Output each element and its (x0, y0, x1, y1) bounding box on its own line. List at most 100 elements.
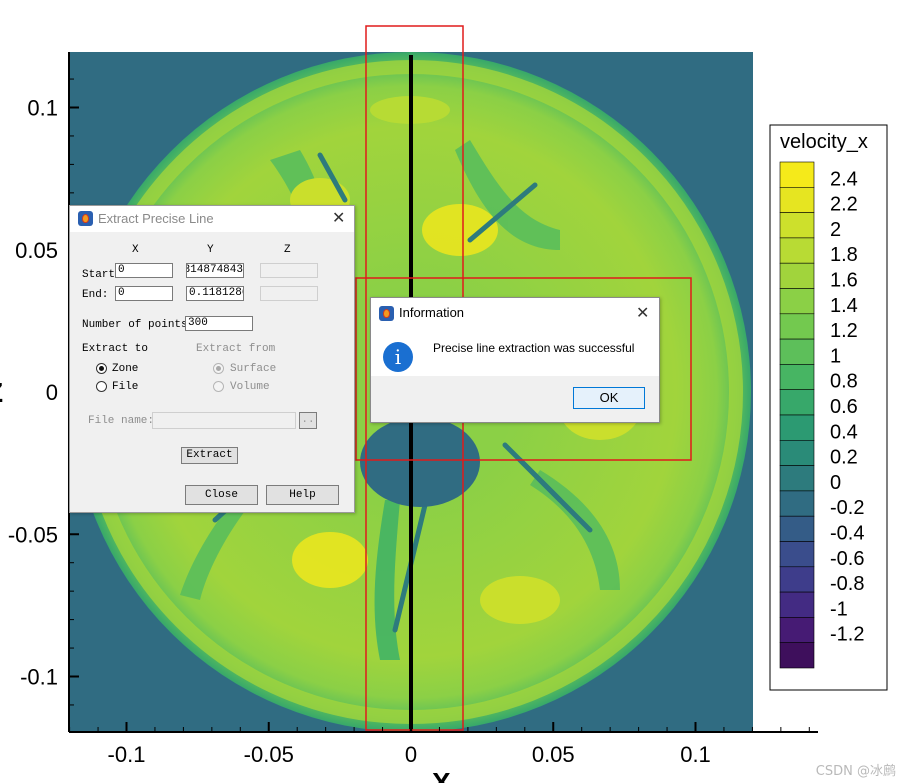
x-axis-ticks: -0.1 -0.05 0 0.05 0.1 (69, 722, 810, 767)
colorbar-swatch (779, 591, 815, 618)
colorbar-title: velocity_x (780, 131, 868, 153)
colorbar-label: 1.6 (830, 270, 858, 292)
colorbar-label: -1 (830, 598, 848, 620)
colorbar-label: 1.4 (830, 295, 858, 317)
file-radio-label: File (112, 381, 139, 393)
volume-radio (213, 381, 224, 392)
colorbar-swatch (779, 439, 815, 466)
zone-radio-label: Zone (112, 363, 139, 375)
x-axis-label: X (432, 767, 451, 783)
number-of-points-field[interactable]: 300 (185, 316, 253, 331)
y-tick-label: -0.05 (8, 522, 58, 547)
help-button[interactable]: Help (266, 485, 339, 505)
end-z-field (260, 286, 318, 301)
close-button[interactable]: Close (185, 485, 258, 505)
x-tick-label: -0.1 (108, 742, 146, 767)
colorbar-swatch (779, 566, 815, 593)
extract-precise-line-dialog: Extract Precise Line ✕ X Y Z Start 0 314… (69, 205, 355, 513)
start-label: Start (82, 269, 116, 281)
start-x-field[interactable]: 0 (115, 263, 173, 278)
info-titlebar[interactable]: Information ✕ (371, 298, 659, 328)
colorbar-swatch (779, 187, 815, 213)
colorbar-label: 1.2 (830, 320, 858, 342)
start-y-field[interactable]: 314874843 (186, 263, 244, 278)
hub-region (360, 417, 480, 507)
volume-radio-label: Volume (230, 381, 270, 393)
close-icon[interactable]: ✕ (332, 208, 346, 227)
y-axis-label: Z (0, 377, 3, 408)
dialog-titlebar[interactable]: Extract Precise Line ✕ (70, 206, 354, 232)
colorbar-swatch (779, 212, 815, 239)
information-dialog: Information ✕ i Precise line extraction … (370, 297, 660, 423)
colorbar-label: 2.4 (830, 168, 858, 190)
colorbar-swatch (779, 313, 815, 340)
colorbar-legend: velocity_x 2.4 2.2 2 1.8 1.6 1.4 1.2 1 0.8 0.6 0.4… (769, 124, 888, 691)
browse-button: .. (299, 412, 317, 429)
y-tick-label: 0 (46, 380, 58, 405)
colorbar-label: 0.4 (830, 421, 858, 443)
colorbar-label: -0.4 (830, 523, 864, 545)
end-y-field[interactable]: 0.1181286 (186, 286, 244, 301)
colorbar-swatch (779, 161, 815, 188)
x-tick-label: 0.05 (532, 742, 575, 767)
colorbar-label: -0.8 (830, 573, 864, 595)
app-logo-icon (379, 306, 394, 321)
colorbar-label: 1.8 (830, 244, 858, 266)
colorbar-label: 0.2 (830, 447, 858, 469)
colorbar-label: 0.8 (830, 371, 858, 393)
colorbar-label: 0.6 (830, 396, 858, 418)
colorbar-swatch (779, 288, 815, 315)
colorbar-swatch (779, 237, 815, 264)
x-tick-label: 0.1 (680, 742, 711, 767)
y-tick-label: -0.1 (20, 665, 58, 690)
app-logo-icon (78, 211, 93, 226)
file-name-field (152, 412, 296, 429)
colorbar-swatch (779, 541, 815, 568)
column-x-header: X (132, 244, 139, 256)
number-of-points-label: Number of points: (82, 319, 195, 331)
file-name-label: File name: (88, 415, 155, 427)
colorbar-label: 1 (830, 345, 841, 367)
surface-radio-label: Surface (230, 363, 277, 375)
info-message: Precise line extraction was successful (433, 341, 635, 355)
end-x-field[interactable]: 0 (115, 286, 173, 301)
end-label: End: (82, 289, 109, 301)
file-radio[interactable] (96, 381, 107, 392)
colorbar-label: 0 (830, 472, 841, 494)
colorbar-label: 2 (830, 219, 841, 241)
colorbar-swatch (779, 617, 815, 644)
colorbar-swatch (779, 642, 815, 669)
close-icon[interactable]: ✕ (636, 303, 650, 322)
colorbar-swatch (779, 465, 815, 492)
colorbar-swatch (779, 364, 815, 390)
extract-button[interactable]: Extract (181, 447, 238, 464)
zone-radio[interactable] (96, 363, 107, 374)
column-z-header: Z (284, 244, 291, 256)
x-tick-label: 0 (405, 742, 417, 767)
info-title: Information (399, 305, 465, 320)
colorbar-label: -0.6 (830, 548, 864, 570)
watermark: CSDN @冰鹧 (815, 764, 896, 779)
colorbar-swatch (779, 414, 815, 441)
dialog-title: Extract Precise Line (98, 211, 214, 226)
colorbar-swatch (779, 338, 815, 365)
ok-button[interactable]: OK (573, 387, 645, 409)
extract-to-label: Extract to (82, 343, 149, 355)
colorbar-swatch (779, 515, 815, 542)
y-tick-label: 0.1 (27, 96, 58, 121)
colorbar-label: -0.2 (830, 497, 864, 519)
colorbar-swatch (779, 389, 815, 416)
y-tick-label: 0.05 (15, 238, 58, 263)
information-icon: i (383, 342, 413, 372)
colorbar-swatch (779, 262, 815, 289)
colorbar-swatch (779, 490, 815, 517)
surface-radio (213, 363, 224, 374)
info-message-area: i Precise line extraction was successful (371, 328, 659, 376)
x-tick-label: -0.05 (244, 742, 294, 767)
column-y-header: Y (207, 244, 214, 256)
colorbar-label: -1.2 (830, 624, 864, 646)
colorbar-label: 2.2 (830, 194, 858, 216)
extract-from-label: Extract from (196, 343, 276, 355)
start-z-field (260, 263, 318, 278)
highlight-box-dialog (355, 277, 692, 461)
